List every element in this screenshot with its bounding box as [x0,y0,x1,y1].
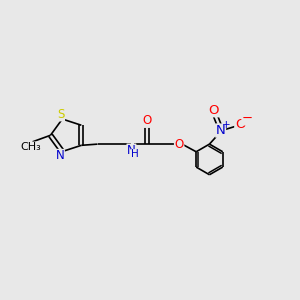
Text: N: N [127,144,136,157]
Text: −: − [242,112,253,125]
Text: O: O [142,114,152,127]
Text: CH₃: CH₃ [21,142,41,152]
Text: O: O [175,138,184,151]
Text: N: N [56,149,64,162]
Text: S: S [57,108,64,121]
Text: O: O [235,118,245,130]
Text: N: N [216,124,226,137]
Text: +: + [222,120,230,130]
Text: H: H [131,149,139,159]
Text: O: O [208,104,219,117]
